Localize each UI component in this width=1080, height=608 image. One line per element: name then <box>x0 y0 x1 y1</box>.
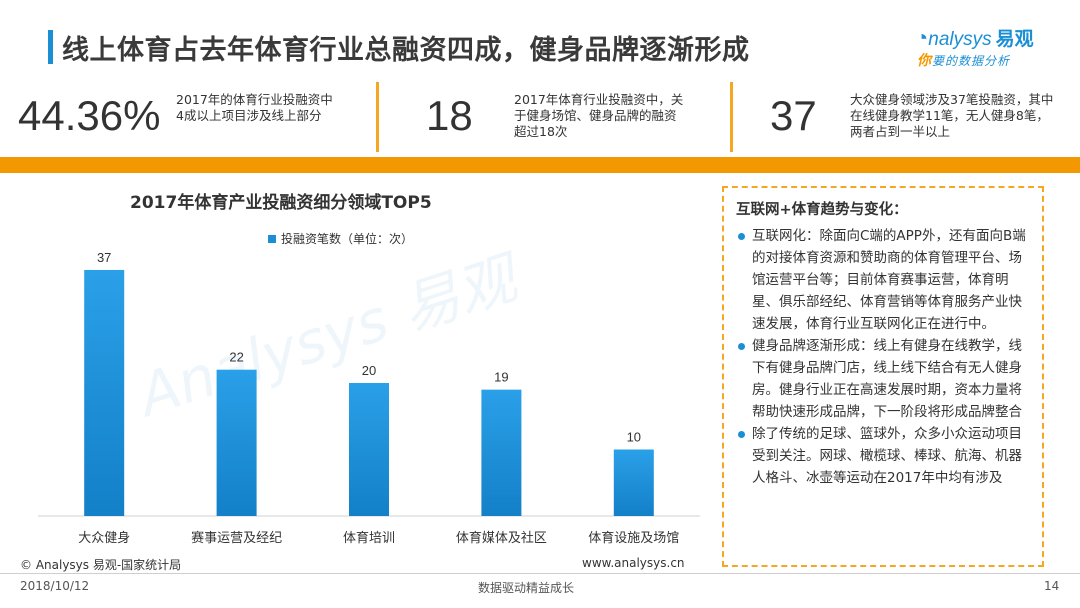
bar-value-label: 10 <box>627 430 641 445</box>
stat-divider <box>376 82 379 152</box>
trend-panel: 互联网+体育趋势与变化： 互联网化：除面向C端的APP外，还有面向B端的对接体育… <box>722 186 1044 567</box>
logo-tagline: 要的数据分析 <box>932 54 1011 68</box>
logo-tagline-highlight: 你 <box>917 53 932 69</box>
source-note: © Analysys 易观-国家统计局 <box>20 558 182 572</box>
stat-description: 2017年的体育行业投融资中4成以上项目涉及线上部分 <box>176 92 333 123</box>
bar <box>613 449 654 516</box>
trend-item-text: 健身品牌逐渐形成：线上有健身在线教学，线下有健身品牌门店，线上线下结合有无人健身… <box>752 338 1022 420</box>
bar <box>349 383 389 516</box>
trend-item-text: 互联网化：除面向C端的APP外，还有面向B端的对接体育资源和赞助商的体育管理平台… <box>752 228 1026 332</box>
bar-value-label: 20 <box>362 363 376 378</box>
page-title: 线上体育占去年体育行业总融资四成，健身品牌逐渐形成 <box>62 35 750 66</box>
logo-cn: 易观 <box>995 29 1034 50</box>
stat-value: 37 <box>770 92 817 139</box>
page-number: 14 <box>1044 579 1060 593</box>
x-tick-label: 体育设施及场馆 <box>588 530 679 546</box>
trend-item: 健身品牌逐渐形成：线上有健身在线教学，线下有健身品牌门店，线上线下结合有无人健身… <box>736 335 1030 423</box>
x-tick-label: 大众健身 <box>78 530 130 546</box>
trend-item-text: 除了传统的足球、篮球外，众多小众运动项目受到关注。网球、橄榄球、棒球、航海、机器… <box>752 426 1022 486</box>
analysys-logo: ◔nalysys 易观 你要的数据分析 <box>915 24 1065 72</box>
stat-block-1: 44.36% 2017年的体育行业投融资中4成以上项目涉及线上部分 <box>18 82 368 158</box>
x-tick-label: 赛事运营及经纪 <box>191 530 282 546</box>
footer-divider <box>0 573 1080 574</box>
bar-value-label: 37 <box>97 250 111 265</box>
bar <box>216 369 257 516</box>
logo-text: nalysys <box>928 29 992 50</box>
stat-block-2: 18 2017年体育行业投融资中，关于健身场馆、健身品牌的融资超过18次 <box>400 82 720 158</box>
bar <box>481 389 522 516</box>
chart-title: 2017年体育产业投融资细分领域TOP5 <box>130 193 432 213</box>
orange-divider-band <box>0 157 1080 173</box>
x-tick-label: 体育培训 <box>343 530 395 546</box>
trend-item: 互联网化：除面向C端的APP外，还有面向B端的对接体育资源和赞助商的体育管理平台… <box>736 225 1030 335</box>
stat-description: 2017年体育行业投融资中，关于健身场馆、健身品牌的融资超过18次 <box>514 92 684 139</box>
trend-item: 除了传统的足球、篮球外，众多小众运动项目受到关注。网球、橄榄球、棒球、航海、机器… <box>736 423 1030 489</box>
bullet-icon <box>738 233 745 240</box>
stat-description: 大众健身领域涉及37笔投融资，其中在线健身教学11笔，无人健身8笔，两者占到一半… <box>850 92 1054 139</box>
site-link[interactable]: www.analysys.cn <box>582 556 685 570</box>
stat-value: 44.36% <box>18 92 161 139</box>
stat-value: 18 <box>426 92 473 139</box>
bar-chart: 37 大众健身 22 赛事运营及经纪 20 体育培训 19 体育媒体及社区 10 体育设施及场馆 <box>38 250 700 546</box>
bullet-icon <box>738 431 745 438</box>
x-tick-label: 体育媒体及社区 <box>456 530 547 546</box>
bar-value-label: 19 <box>494 370 508 385</box>
stat-block-3: 37 大众健身领域涉及37笔投融资，其中在线健身教学11笔，无人健身8笔，两者占… <box>750 82 1070 158</box>
bar-value-label: 22 <box>229 350 243 365</box>
bar <box>84 269 125 516</box>
title-accent-bar <box>48 30 53 64</box>
chart-legend: 投融资笔数（单位：次） <box>268 230 413 247</box>
footer-slogan: 数据驱动精益成长 <box>478 581 575 595</box>
trend-panel-title: 互联网+体育趋势与变化： <box>736 202 908 218</box>
footer-date: 2018/10/12 <box>20 579 90 593</box>
stat-divider <box>730 82 733 152</box>
legend-swatch <box>268 235 276 243</box>
bullet-icon <box>738 343 745 350</box>
legend-label: 投融资笔数（单位：次） <box>281 232 414 246</box>
logo-letter-icon: ◔ <box>915 25 929 50</box>
